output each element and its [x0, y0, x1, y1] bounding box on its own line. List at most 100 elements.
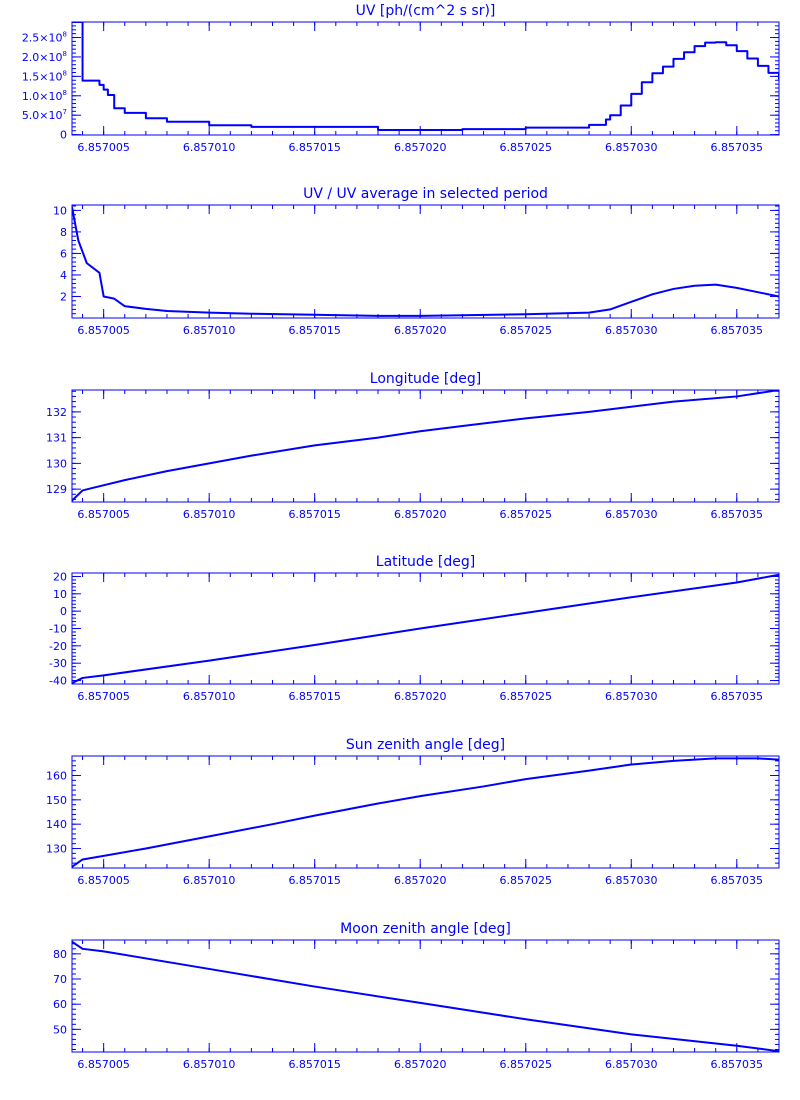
y-tick-label: 0: [60, 129, 67, 142]
x-tick-label: 6.857035: [711, 324, 764, 337]
y-tick-exponent: 8: [63, 69, 67, 77]
x-tick-label: 6.857025: [499, 1058, 552, 1071]
y-tick-exponent: 8: [63, 89, 67, 97]
x-tick-label: 6.857010: [183, 1058, 236, 1071]
plot-frame: [71, 204, 780, 319]
y-tick-mantissa: 1.5×10: [22, 70, 63, 83]
y-tick-exponent: 8: [63, 31, 67, 39]
x-tick-label: 6.857015: [288, 690, 341, 703]
chart-panel-5: Sun zenith angle [deg] 6.857005 6.857010 6.…: [46, 737, 780, 887]
x-tick-label: 6.857035: [711, 141, 764, 154]
x-tick-label: 6.857010: [183, 690, 236, 703]
x-tick-label: 6.857005: [77, 141, 130, 154]
y-tick-label: -20: [49, 640, 67, 653]
plot-frame: [71, 21, 780, 136]
x-tick-label: 6.857030: [605, 690, 658, 703]
y-tick-label: 8: [60, 226, 67, 239]
x-tick-label: 6.857025: [499, 324, 552, 337]
x-tick-label: 6.857015: [288, 1058, 341, 1071]
x-tick-label: 6.857030: [605, 874, 658, 887]
x-tick-label: 6.857025: [499, 874, 552, 887]
x-tick-label: 6.857030: [605, 324, 658, 337]
chart-panel-1: UV [ph/(cm^2 s sr)] 6.857005 6.857010 6.857…: [22, 3, 780, 154]
y-tick-label: -30: [49, 657, 67, 670]
y-tick-label: 60: [53, 998, 67, 1011]
x-tick-label: 6.857005: [77, 324, 130, 337]
y-tick-label: 1.5×108: [22, 69, 67, 83]
y-tick-label: -40: [49, 675, 67, 688]
chart-title: UV / UV average in selected period: [303, 186, 548, 202]
y-tick-label: 129: [46, 483, 67, 496]
y-tick-label: 0: [60, 605, 67, 618]
series-line-1: [72, 573, 779, 684]
plot-frame: [71, 939, 780, 1053]
y-tick-label: 160: [46, 769, 67, 782]
x-tick-label: 6.857015: [288, 508, 341, 521]
x-tick-label: 6.857020: [394, 508, 447, 521]
y-tick-mantissa: 0: [60, 129, 67, 142]
y-tick-label: 150: [46, 794, 67, 807]
x-tick-label: 6.857015: [288, 874, 341, 887]
series-line-1: [72, 22, 779, 131]
x-tick-label: 6.857030: [605, 141, 658, 154]
y-tick-label: 130: [46, 457, 67, 470]
y-tick-label: 2.5×108: [22, 31, 67, 45]
y-tick-exponent: 8: [63, 50, 67, 58]
chart-title: Latitude [deg]: [376, 554, 475, 570]
x-tick-label: 6.857020: [394, 690, 447, 703]
x-tick-label: 6.857030: [605, 1058, 658, 1071]
y-tick-mantissa: 2.5×10: [22, 32, 63, 45]
series-line-1: [72, 206, 779, 317]
y-tick-label: 2.0×108: [22, 50, 67, 64]
x-tick-label: 6.857005: [77, 690, 130, 703]
x-tick-label: 6.857020: [394, 324, 447, 337]
x-tick-label: 6.857035: [711, 1058, 764, 1071]
chart-panel-6: Moon zenith angle [deg] 6.857005 6.857010 6…: [53, 921, 780, 1071]
x-tick-label: 6.857010: [183, 874, 236, 887]
chart-panel-4: Latitude [deg] 6.857005 6.857010 6.857015 6.…: [49, 554, 780, 703]
x-tick-label: 6.857005: [77, 874, 130, 887]
x-tick-label: 6.857030: [605, 508, 658, 521]
x-tick-label: 6.857020: [394, 874, 447, 887]
y-tick-label: 5.0×107: [22, 108, 67, 122]
y-tick-label: 80: [53, 948, 67, 961]
x-tick-label: 6.857035: [711, 874, 764, 887]
chart-panel-2: UV / UV average in selected period 6.8570…: [53, 186, 780, 337]
chart-title: Sun zenith angle [deg]: [346, 737, 505, 753]
y-tick-label: 4: [60, 269, 67, 282]
x-tick-label: 6.857015: [288, 141, 341, 154]
y-tick-exponent: 7: [63, 108, 67, 116]
y-tick-label: 20: [53, 570, 67, 583]
y-tick-label: 6: [60, 247, 67, 260]
chart-panel-3: Longitude [deg] 6.857005 6.857010 6.857015 6…: [46, 371, 780, 521]
chart-title: Longitude [deg]: [370, 371, 481, 387]
y-tick-label: 140: [46, 818, 67, 831]
y-tick-label: 132: [46, 406, 67, 419]
x-tick-label: 6.857015: [288, 324, 341, 337]
y-tick-label: 50: [53, 1023, 67, 1036]
plot-frame: [71, 755, 780, 869]
x-tick-label: 6.857035: [711, 508, 764, 521]
x-tick-label: 6.857025: [499, 141, 552, 154]
y-tick-label: 70: [53, 973, 67, 986]
x-tick-label: 6.857020: [394, 1058, 447, 1071]
plot-frame: [71, 389, 780, 503]
x-tick-label: 6.857025: [499, 690, 552, 703]
series-line-1: [72, 757, 779, 868]
series-line-1: [72, 390, 779, 502]
chart-title: Moon zenith angle [deg]: [340, 921, 511, 937]
series-line-1: [72, 940, 779, 1052]
y-tick-label: 10: [53, 588, 67, 601]
y-tick-label: -10: [49, 623, 67, 636]
y-tick-label: 1.0×108: [22, 89, 67, 103]
x-tick-label: 6.857010: [183, 508, 236, 521]
x-tick-label: 6.857010: [183, 324, 236, 337]
y-tick-label: 130: [46, 843, 67, 856]
x-tick-label: 6.857025: [499, 508, 552, 521]
y-tick-mantissa: 2.0×10: [22, 51, 63, 64]
y-tick-label: 131: [46, 432, 67, 445]
y-tick-label: 2: [60, 290, 67, 303]
x-tick-label: 6.857020: [394, 141, 447, 154]
x-tick-label: 6.857035: [711, 690, 764, 703]
